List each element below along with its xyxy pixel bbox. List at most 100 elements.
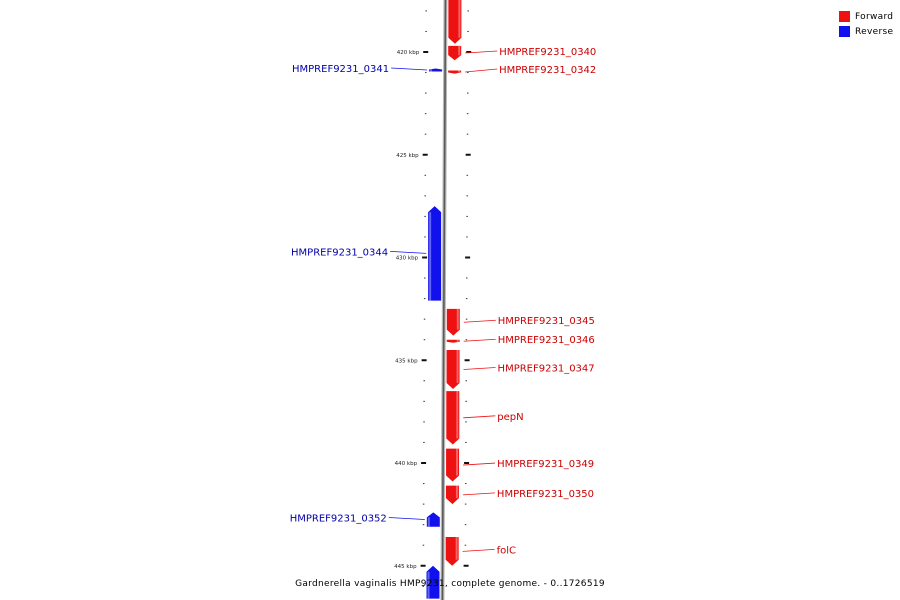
major-tick-left [422,153,428,156]
major-tick-left [421,462,427,464]
minor-tick [424,195,426,197]
minor-tick [423,339,426,341]
gene-highlight [455,536,458,560]
major-tick-right [465,153,471,156]
minor-tick [466,277,468,279]
minor-tick [464,524,467,526]
gene-arrow [426,565,440,599]
gene-leader [463,319,496,323]
tick-label: 435 kbp [395,358,418,364]
minor-tick [464,483,467,485]
gene-highlight [427,571,430,599]
gene-leader [465,68,498,73]
gene-arrow [445,485,459,505]
gene-arrow [426,512,440,527]
gene-leader [391,67,428,71]
gene-arrow [445,536,459,566]
tick-label: 425 kbp [396,153,419,159]
minor-tick [424,215,426,217]
minor-tick [423,380,425,382]
minor-tick [465,339,468,341]
gene-leader [463,367,496,370]
gene-highlight [427,517,430,527]
gene-arrow [428,206,442,301]
legend-reverse: Reverse [839,24,893,39]
minor-tick [422,483,425,485]
minor-tick [422,503,425,505]
minor-tick [424,277,426,279]
gene-highlight [456,448,459,476]
major-tick-right [463,564,469,567]
gene-arrow [448,0,462,44]
major-tick-right [464,462,470,464]
legend-reverse-label: Reverse [855,26,894,37]
legend-forward-label: Forward [855,11,894,22]
tick-label: 420 kbp [397,50,420,56]
gene-label: HMPREF9231_0350 [497,489,594,500]
minor-tick [423,298,426,300]
minor-tick [466,133,469,135]
minor-tick [464,585,466,587]
gene-highlight [458,45,461,56]
gene-label: HMPREF9231_0344 [291,247,388,258]
minor-tick [466,92,469,94]
gene-label: HMPREF9231_0342 [499,65,596,76]
minor-tick [424,92,427,94]
minor-tick [465,400,467,402]
gene-highlight [455,485,458,499]
minor-tick [465,380,467,382]
minor-tick [425,10,427,12]
major-tick-left [421,359,427,362]
gene-label: folC [497,545,516,556]
genome-backbone [441,0,447,600]
major-tick-right [465,256,471,259]
minor-tick [424,133,427,135]
major-tick-left [422,256,428,259]
minor-tick [467,30,469,32]
minor-tick [423,421,425,423]
gene-leader [463,415,496,419]
minor-tick [424,236,426,238]
gene-label: HMPREF9231_0346 [498,335,595,346]
gene-highlight [456,391,459,439]
gene-highlight [456,349,459,384]
gene-highlight [458,0,461,38]
minor-tick [466,215,468,217]
gene-label: HMPREF9231_0341 [292,64,389,75]
minor-tick [466,195,468,197]
major-tick-left [420,564,426,567]
gene-label: pepN [497,412,523,423]
minor-tick [423,400,425,402]
minor-tick [465,441,467,443]
minor-tick [425,72,427,74]
gene-arrow [446,349,460,390]
gene-arrow [446,308,460,336]
minor-tick [423,441,425,443]
gene-highlight [456,308,459,330]
forward-swatch [839,11,850,22]
gene-label: HMPREF9231_0347 [498,363,595,374]
minor-tick [465,318,468,320]
minor-tick [464,503,467,505]
gene-arrow [446,448,460,482]
minor-tick [466,113,469,115]
gene-label: HMPREF9231_0349 [497,459,594,470]
gene-arrow [448,45,462,61]
gene-highlight [456,339,459,342]
genome-caption: Gardnerella vaginalis HMP9231, complete … [295,579,605,589]
gene-highlight [430,69,433,72]
gene-leader [462,548,495,552]
minor-tick [466,174,469,176]
gene-leader [463,462,496,466]
tick-label: 445 kbp [394,564,417,570]
minor-tick [422,544,425,546]
minor-tick [466,236,468,238]
major-tick-right [466,51,472,53]
gene-label: HMPREF9231_0345 [498,316,595,327]
gene-leader [388,517,425,520]
gene-leader [465,50,498,54]
minor-tick [464,544,467,546]
legend-forward: Forward [839,9,893,24]
minor-tick [467,10,469,12]
